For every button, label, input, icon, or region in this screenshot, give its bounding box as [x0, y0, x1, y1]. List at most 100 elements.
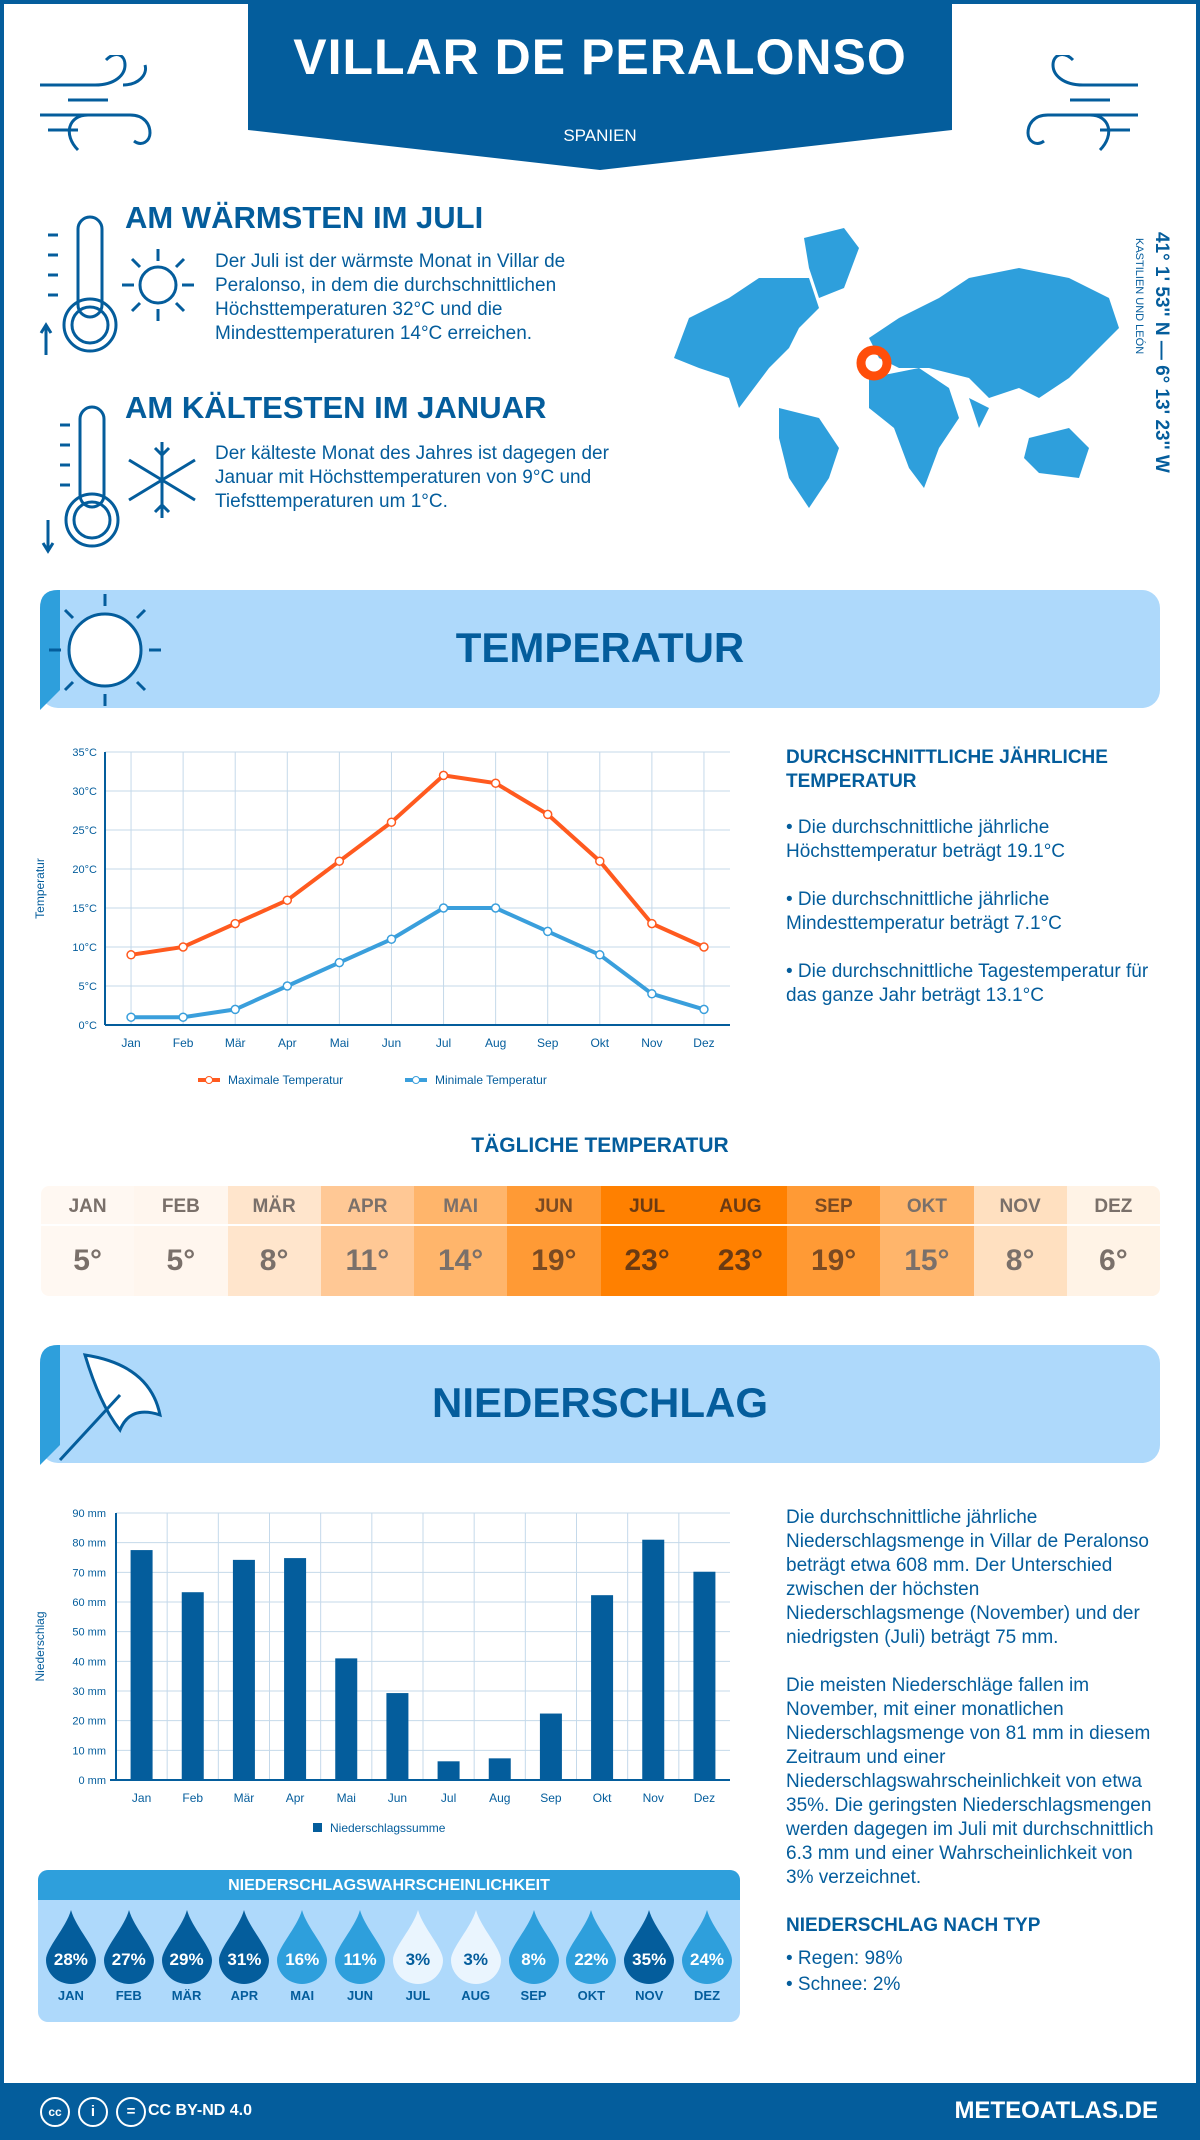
location-marker: [856, 345, 892, 381]
probability-item: 31% APR: [215, 1910, 273, 2003]
raindrop-icon: [566, 1910, 617, 1984]
probability-item: 3% JUL: [389, 1910, 447, 2003]
y-tick-label: 60 mm: [72, 1597, 106, 1609]
warmest-text: Der Juli ist der wärmste Monat in Villar…: [215, 251, 566, 344]
bar: [335, 1658, 358, 1780]
data-point: [178, 1012, 188, 1022]
precip-paragraph-1: Die durchschnittliche jährliche Niedersc…: [786, 1507, 1149, 1648]
probability-item: 8% SEP: [505, 1910, 563, 2003]
umbrella-icon: [40, 1345, 162, 1465]
probability-month: NOV: [635, 1988, 664, 2003]
data-point: [595, 950, 605, 960]
bar: [181, 1592, 204, 1780]
footer: cc i = CC BY-ND 4.0 METEOATLAS.DE: [0, 2083, 1200, 2140]
raindrop-icon: [508, 1910, 559, 1984]
probability-item: 16% MAI: [273, 1910, 331, 2003]
temperature-summary: DURCHSCHNITTLICHE JÄHRLICHE TEMPERATUR •…: [786, 746, 1156, 1032]
data-point: [438, 770, 449, 781]
x-tick-label: Dez: [693, 1036, 714, 1050]
bar: [130, 1550, 153, 1780]
probability-month: OKT: [577, 1988, 606, 2003]
daily-cell: OKT 15°: [880, 1186, 974, 1296]
title-banner: [248, 0, 952, 170]
daily-cell: MÄR 8°: [227, 1186, 321, 1296]
bar: [386, 1693, 409, 1780]
probability-month: JUN: [347, 1988, 374, 2003]
raindrop-icon: [45, 1910, 96, 1984]
probability-item: 22% OKT: [562, 1910, 620, 2003]
x-tick-label: Apr: [286, 1791, 305, 1805]
daily-cell: AUG 23°: [693, 1186, 787, 1296]
x-tick-label: Feb: [173, 1036, 194, 1050]
data-point: [282, 895, 293, 905]
probability-month: FEB: [115, 1988, 142, 2003]
daily-value: 11°: [345, 1244, 390, 1277]
temperature-summary-title: DURCHSCHNITTLICHE JÄHRLICHE TEMPERATUR: [786, 747, 1108, 792]
probability-item: 35% NOV: [620, 1910, 678, 2003]
raindrop-icon: [103, 1910, 154, 1984]
x-tick-label: Nov: [643, 1791, 664, 1805]
data-point: [334, 856, 345, 866]
probability-item: 24% DEZ: [678, 1910, 736, 2003]
warmest-title: AM WÄRMSTEN IM JULI: [125, 200, 484, 235]
probability-item: 27% FEB: [100, 1910, 158, 2003]
daily-cell: NOV 8°: [973, 1186, 1067, 1296]
y-tick-label: 20 mm: [72, 1716, 106, 1728]
daily-cell: JAN 5°: [41, 1186, 135, 1296]
daily-value: 15°: [904, 1244, 950, 1277]
data-point: [699, 1004, 709, 1015]
data-point: [647, 918, 657, 929]
raindrop-icon: [450, 1910, 501, 1984]
site-link[interactable]: METEOATLAS.DE: [954, 2097, 1158, 2124]
daily-month: JUN: [507, 1186, 601, 1226]
snowflake-icon: [128, 442, 196, 518]
y-tick-label: 35°C: [72, 747, 97, 759]
daily-month: JUL: [600, 1186, 694, 1226]
probability-month: AUG: [461, 1988, 491, 2003]
y-tick-label: 70 mm: [72, 1567, 106, 1579]
probability-value: 27%: [111, 1950, 146, 1969]
probability-month: JAN: [57, 1988, 84, 2003]
country-label: SPANIEN: [563, 126, 637, 145]
y-tick-label: 10°C: [72, 942, 97, 954]
y-tick-label: 80 mm: [72, 1538, 106, 1550]
bar: [437, 1761, 460, 1780]
precipitation-banner: NIEDERSCHLAG: [40, 1345, 1160, 1463]
world-map: [674, 228, 1119, 508]
temperature-title: TEMPERATUR: [455, 624, 745, 671]
x-tick-label: Jan: [132, 1791, 151, 1805]
wind-icon-right: [1026, 55, 1138, 152]
y-tick-label: 20°C: [72, 864, 97, 876]
raindrop-icon: [219, 1910, 270, 1984]
probability-month: DEZ: [694, 1988, 721, 2003]
daily-value: 23°: [624, 1244, 670, 1277]
y-tick-label: 0 mm: [79, 1775, 107, 1787]
x-tick-label: Aug: [485, 1036, 506, 1050]
bar: [693, 1571, 716, 1780]
daily-month: SEP: [787, 1186, 881, 1226]
data-point: [126, 1012, 136, 1022]
daily-month: MÄR: [227, 1186, 321, 1226]
precipitation-probability: NIEDERSCHLAGSWAHRSCHEINLICHKEIT 28% JAN 27…: [38, 1870, 740, 2022]
coldest-text: Der kälteste Monat des Jahres ist dagege…: [215, 443, 609, 512]
daily-cell: FEB 5°: [134, 1186, 228, 1296]
legend-marker: [412, 1076, 420, 1084]
daily-cell: SEP 19°: [787, 1186, 881, 1296]
probability-value: 22%: [574, 1950, 609, 1969]
probability-month: JUL: [405, 1988, 431, 2003]
daily-cell: MAI 14°: [414, 1186, 508, 1296]
data-point: [230, 918, 240, 929]
daily-value: 5°: [166, 1244, 196, 1277]
probability-value: 3%: [405, 1950, 431, 1969]
daily-cell: DEZ 6°: [1066, 1186, 1160, 1296]
legend-label: Maximale Temperatur: [228, 1073, 343, 1087]
bar: [591, 1595, 614, 1780]
data-point: [490, 903, 501, 913]
probability-item: 29% MÄR: [158, 1910, 216, 2003]
probability-month: APR: [230, 1988, 259, 2003]
y-tick-label: 90 mm: [72, 1508, 106, 1520]
probability-title: NIEDERSCHLAGSWAHRSCHEINLICHKEIT: [38, 1870, 740, 1900]
y-tick-label: 0°C: [79, 1020, 98, 1032]
coldest-title: AM KÄLTESTEN IM JANUAR: [125, 390, 547, 425]
y-axis-label: Temperatur: [33, 858, 47, 919]
